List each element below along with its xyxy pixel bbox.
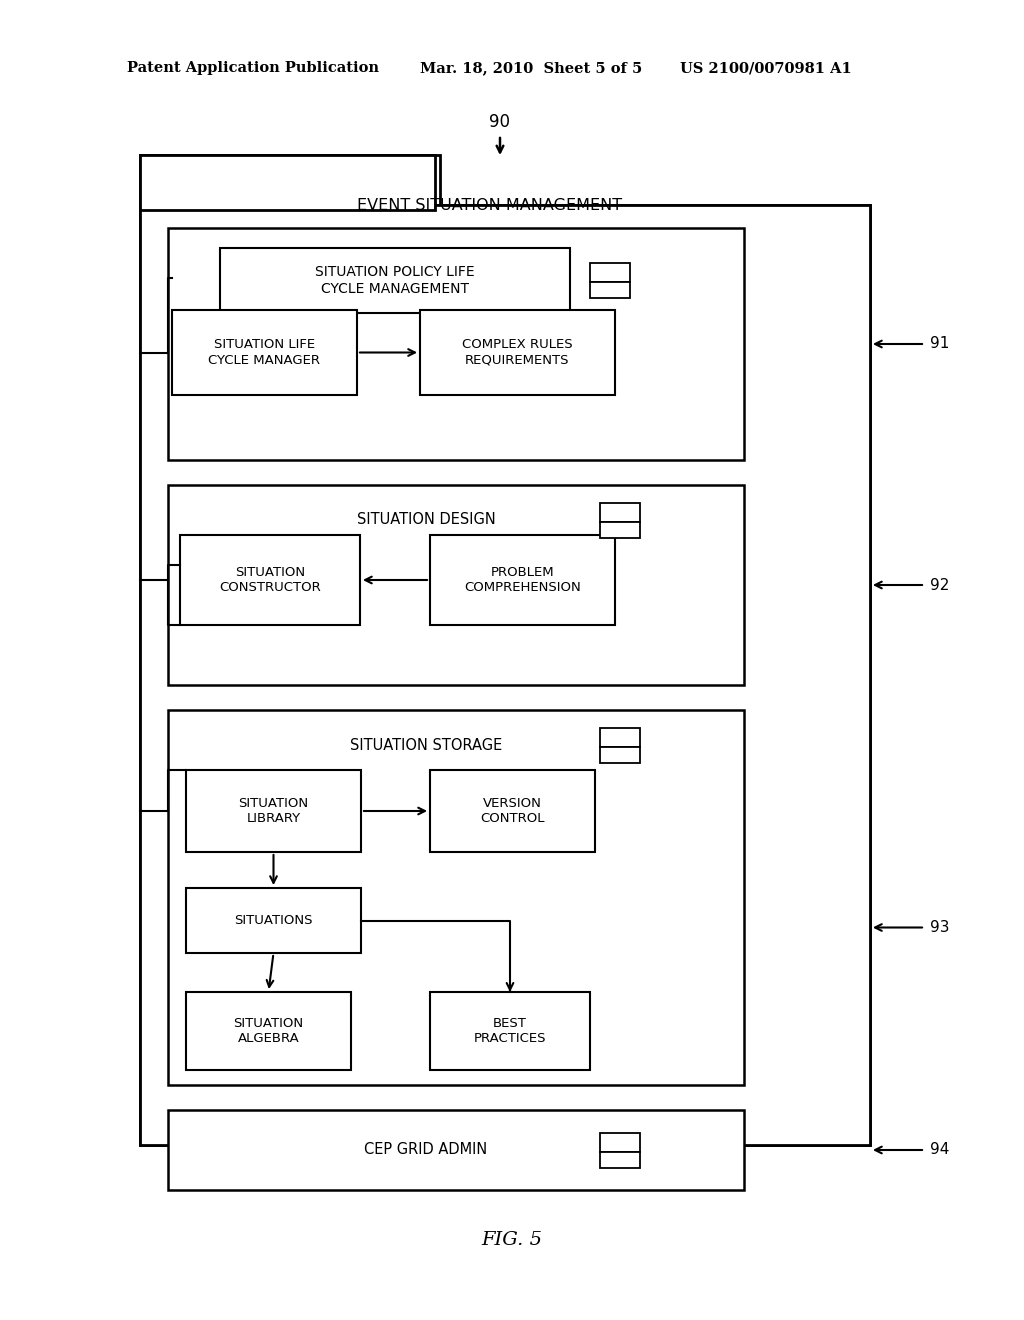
Text: 92: 92 (930, 578, 949, 593)
Bar (186, 888, 361, 953)
Bar (600, 1133, 640, 1152)
Bar (168, 710, 744, 1085)
Text: FIG. 5: FIG. 5 (481, 1232, 543, 1249)
Bar (600, 747, 640, 763)
Text: PROBLEM
COMPREHENSION: PROBLEM COMPREHENSION (464, 566, 581, 594)
Text: Patent Application Publication: Patent Application Publication (127, 61, 379, 75)
Text: 93: 93 (930, 920, 949, 935)
Bar (140, 205, 870, 1144)
Bar (590, 282, 630, 298)
Bar (430, 770, 595, 851)
Text: SITUATION DESIGN: SITUATION DESIGN (356, 512, 496, 528)
Text: EVENT SITUATION MANAGEMENT: EVENT SITUATION MANAGEMENT (357, 198, 623, 213)
Bar (186, 770, 361, 851)
Text: 94: 94 (930, 1143, 949, 1158)
Text: 91: 91 (930, 337, 949, 351)
Bar (172, 310, 357, 395)
Bar (140, 154, 440, 205)
Bar (600, 503, 640, 521)
Text: VERSION
CONTROL: VERSION CONTROL (480, 797, 545, 825)
Text: BEST
PRACTICES: BEST PRACTICES (474, 1016, 546, 1045)
Text: SITUATION
ALGEBRA: SITUATION ALGEBRA (233, 1016, 303, 1045)
Text: SITUATION LIFE
CYCLE MANAGER: SITUATION LIFE CYCLE MANAGER (209, 338, 321, 367)
Bar (600, 521, 640, 537)
Text: SITUATION
LIBRARY: SITUATION LIBRARY (239, 797, 308, 825)
Bar (420, 310, 615, 395)
Text: SITUATION POLICY LIFE
CYCLE MANAGEMENT: SITUATION POLICY LIFE CYCLE MANAGEMENT (315, 265, 475, 296)
Bar (220, 248, 570, 313)
Text: SITUATION STORAGE: SITUATION STORAGE (350, 738, 502, 752)
Text: CEP GRID ADMIN: CEP GRID ADMIN (365, 1143, 487, 1158)
Bar (140, 205, 870, 1144)
Bar (168, 484, 744, 685)
Bar (180, 535, 360, 624)
Text: SITUATIONS: SITUATIONS (234, 913, 312, 927)
Text: SITUATION
CONSTRUCTOR: SITUATION CONSTRUCTOR (219, 566, 321, 594)
Bar (186, 993, 351, 1071)
Text: COMPLEX RULES
REQUIREMENTS: COMPLEX RULES REQUIREMENTS (462, 338, 572, 367)
Bar (168, 228, 744, 459)
Bar (140, 154, 435, 210)
Bar (590, 263, 630, 282)
Text: US 2100/0070981 A1: US 2100/0070981 A1 (680, 61, 852, 75)
Bar (600, 727, 640, 747)
Text: Mar. 18, 2010  Sheet 5 of 5: Mar. 18, 2010 Sheet 5 of 5 (420, 61, 642, 75)
Bar (168, 1110, 744, 1191)
Bar (600, 1152, 640, 1167)
Text: 90: 90 (489, 114, 511, 131)
Bar (430, 993, 590, 1071)
Bar (430, 535, 615, 624)
